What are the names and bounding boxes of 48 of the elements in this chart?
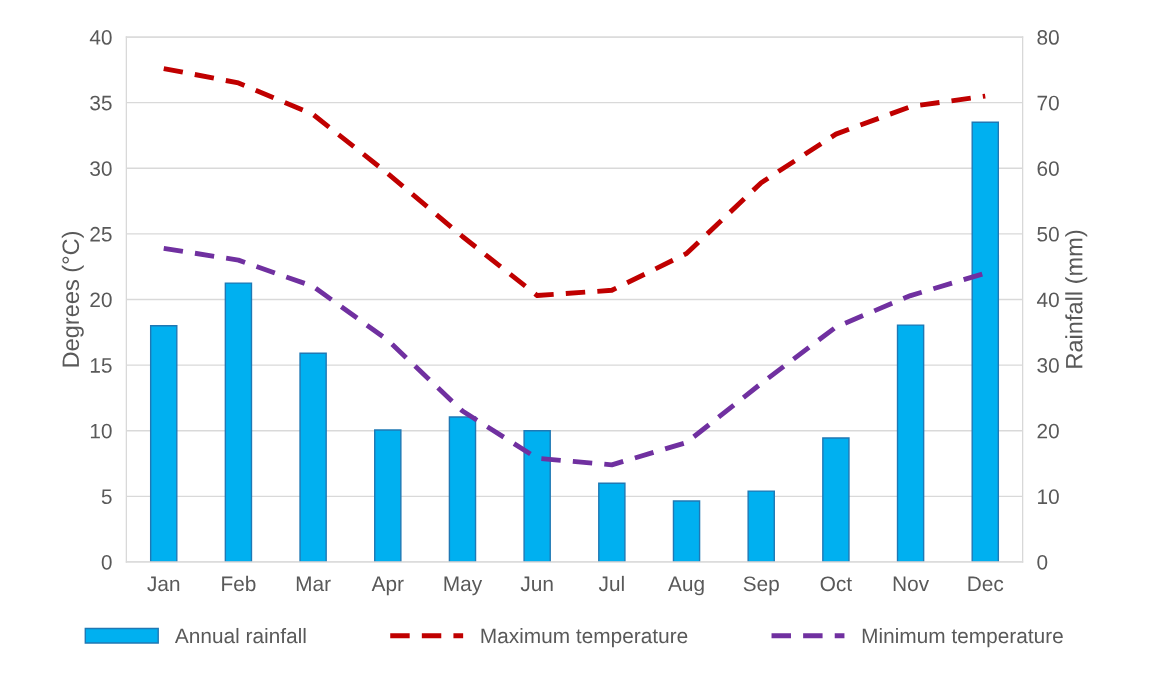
x-tick-label: Jun	[520, 576, 553, 592]
bar	[523, 430, 551, 562]
y2-tick-label: 10	[1038, 489, 1059, 505]
y-tick-label: 25	[90, 226, 112, 242]
x-tick-label: Sep	[743, 576, 779, 596]
x-tick-label: Apr	[371, 576, 404, 596]
y2-tick-label: 70	[1037, 95, 1059, 111]
y-tick-label: 15	[90, 358, 112, 373]
y-tick-label: 10	[90, 423, 112, 439]
y-tick-label: 40	[89, 30, 112, 45]
legend-label: Maximum temperature	[481, 627, 688, 648]
x-tick-label: May	[444, 576, 483, 596]
bar	[224, 282, 253, 562]
bar	[299, 352, 327, 562]
bar	[822, 437, 850, 562]
y2-tick-label: 0	[1037, 554, 1048, 570]
y2-tick-label: 50	[1037, 226, 1059, 242]
y2-tick-label: 20	[1037, 423, 1059, 439]
x-tick-label: Dec	[968, 576, 1004, 592]
bar	[374, 429, 402, 562]
bar	[672, 500, 701, 562]
legend-label: Annual rainfall	[174, 627, 306, 644]
y2-tick-label: 40	[1036, 292, 1059, 308]
bar	[896, 324, 925, 562]
y2-tick-label: 80	[1037, 30, 1059, 45]
x-tick-label: Jan	[147, 576, 180, 592]
x-tick-label: Nov	[893, 576, 930, 592]
bar	[448, 416, 477, 562]
y-axis-title: Degrees (°C)	[61, 231, 84, 367]
bar	[747, 490, 775, 562]
bar	[598, 482, 626, 562]
line-series	[161, 66, 988, 298]
x-tick-label: Jul	[598, 575, 624, 592]
legend-label: Minimum temperature	[862, 627, 1063, 648]
y-tick-label: 0	[101, 554, 112, 570]
bar	[971, 121, 1000, 562]
y-tick-label: 20	[90, 292, 112, 308]
bar	[149, 325, 178, 562]
x-tick-label: Feb	[222, 575, 256, 592]
y2-tick-label: 30	[1037, 358, 1059, 373]
y-tick-label: 30	[90, 161, 112, 176]
y-tick-label: 5	[101, 489, 112, 505]
y2-axis-title: Rainfall (mm)	[1065, 230, 1088, 368]
y-tick-label: 35	[90, 95, 112, 111]
x-tick-label: Aug	[668, 576, 704, 596]
x-tick-label: Oct	[820, 576, 852, 592]
x-tick-label: Mar	[296, 576, 331, 592]
y2-tick-label: 60	[1037, 161, 1059, 176]
